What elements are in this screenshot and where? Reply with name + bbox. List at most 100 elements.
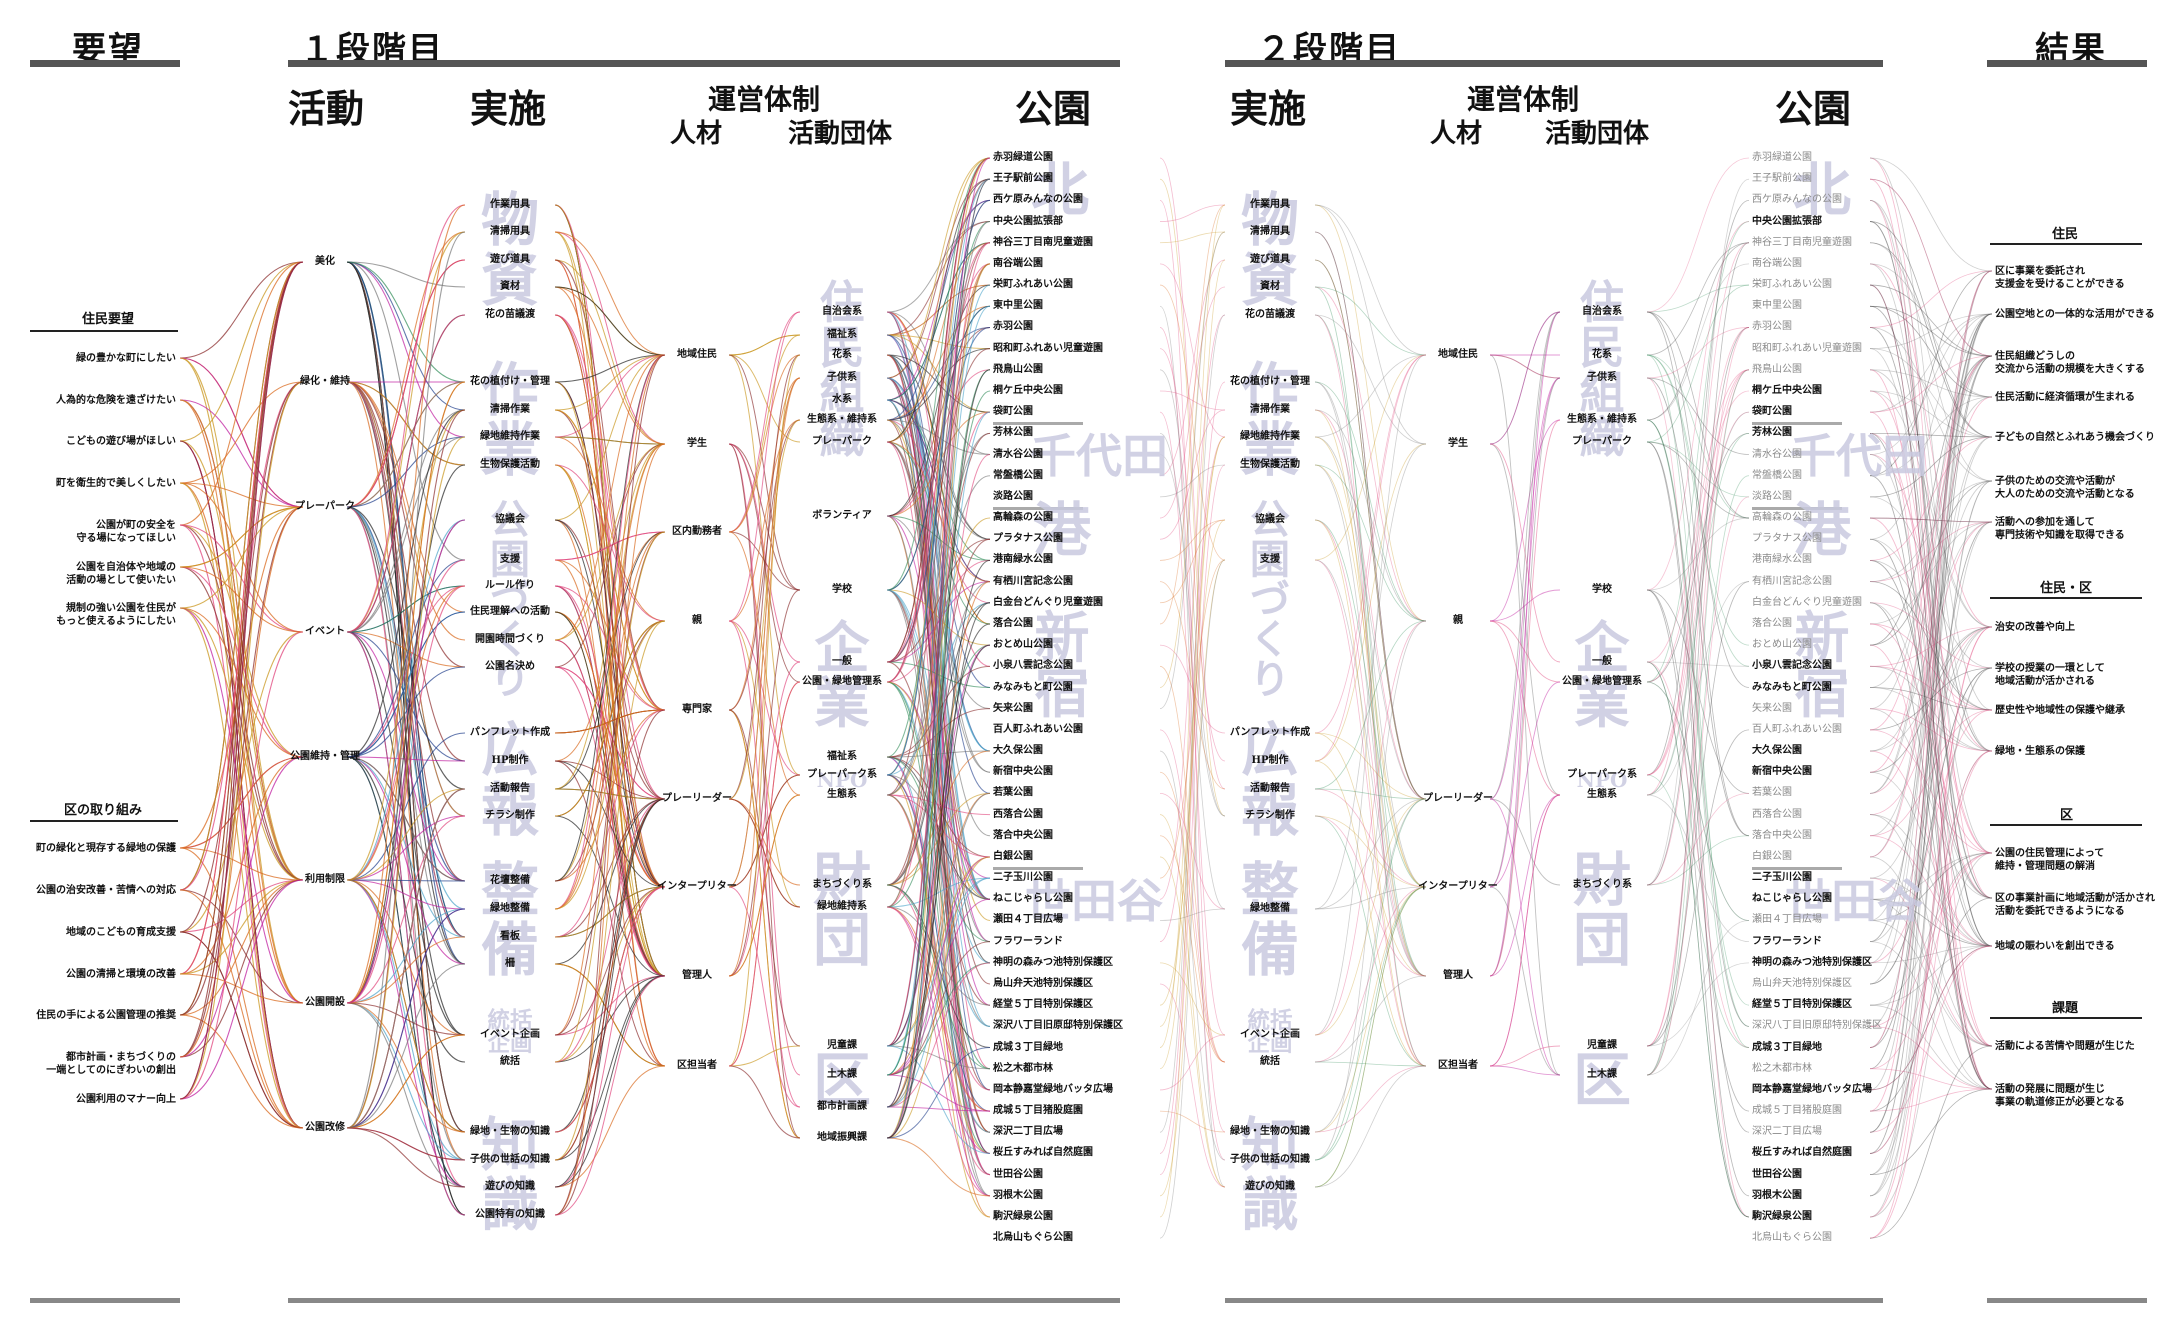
connection-curve bbox=[1159, 750, 1226, 1161]
connection-curve bbox=[346, 409, 466, 633]
implement1-node: 生物保護活動 bbox=[480, 459, 540, 470]
connection-curve bbox=[554, 975, 666, 1063]
connection-curve bbox=[1646, 369, 1750, 776]
connection-curve bbox=[554, 798, 666, 965]
park2-node: 西落合公園 bbox=[1752, 808, 1802, 820]
connection-curve bbox=[554, 409, 666, 800]
connection-curve bbox=[1869, 355, 1993, 773]
connection-curve bbox=[886, 559, 991, 1139]
connection-curve bbox=[886, 589, 991, 1027]
connection-curve bbox=[346, 879, 466, 882]
connection-curve bbox=[1869, 305, 1993, 752]
connection-curve bbox=[1159, 1110, 1226, 1133]
connection-curve bbox=[554, 519, 666, 888]
connection-curve bbox=[1489, 620, 1561, 683]
connection-curve bbox=[1869, 623, 1993, 711]
park1-node: 成城５丁目猪股庭園 bbox=[993, 1105, 1083, 1117]
connection-curve bbox=[1314, 231, 1427, 800]
connection-curve bbox=[1869, 665, 1993, 711]
connection-curve bbox=[179, 756, 304, 1058]
implement2-watermark: 統括企画 bbox=[1247, 1008, 1293, 1057]
connection-curve bbox=[728, 354, 801, 443]
park2-node: おとめ山公園 bbox=[1752, 639, 1812, 651]
connection-curve bbox=[1869, 390, 1993, 438]
demand-resident-rule bbox=[30, 330, 178, 332]
park2-node: 百人町ふれあい公園 bbox=[1752, 723, 1842, 735]
connection-curve bbox=[886, 794, 991, 858]
park2-node: 落合公園 bbox=[1752, 617, 1792, 629]
implement2-watermark: 知識 bbox=[1240, 1111, 1299, 1239]
connection-curve bbox=[554, 975, 666, 1036]
park1-node: 西落合公園 bbox=[993, 808, 1043, 820]
result-issue-item: 活動の発展に問題が生じ 事業の軌道修正が必要となる bbox=[1995, 1084, 2125, 1108]
demand-resident-item: 公園を自治体や地域の 活動の場として使いたい bbox=[66, 562, 176, 586]
connection-curve bbox=[1869, 877, 1993, 947]
people1-node: 親 bbox=[692, 615, 702, 626]
connection-curve bbox=[179, 879, 304, 1016]
connection-curve bbox=[1159, 231, 1226, 688]
connection-curve bbox=[1869, 313, 1993, 413]
connection-curve bbox=[1159, 231, 1226, 710]
connection-curve bbox=[1869, 521, 1993, 1048]
result-ward-rule bbox=[1990, 824, 2142, 826]
connection-curve bbox=[1646, 962, 1750, 1047]
connection-curve bbox=[1314, 409, 1427, 977]
connection-curve bbox=[1646, 589, 1750, 794]
implement1-node: 資材 bbox=[500, 281, 520, 292]
people2-node: 学生 bbox=[1448, 438, 1468, 449]
connection-curve bbox=[1314, 886, 1427, 1188]
connection-curve bbox=[1314, 519, 1427, 977]
connection-curve bbox=[1314, 286, 1427, 1067]
connection-curve bbox=[179, 381, 304, 484]
groups1-node: 公園・緑地管理系 bbox=[802, 676, 882, 687]
connection-curve bbox=[1869, 313, 1993, 794]
connection-curve bbox=[1646, 390, 1750, 683]
connection-curve bbox=[1314, 464, 1427, 888]
implement2-node: HP制作 bbox=[1251, 755, 1289, 766]
connection-curve bbox=[1314, 286, 1427, 622]
connection-curve bbox=[886, 906, 991, 1006]
connection-curve bbox=[1314, 519, 1427, 888]
park1-node: フラワーランド bbox=[993, 935, 1063, 947]
connection-curve bbox=[1869, 602, 1993, 669]
activity-node: 公園改修 bbox=[305, 1122, 345, 1133]
header-stage2-bar bbox=[1225, 60, 1883, 67]
people2-node: 地域住民 bbox=[1438, 349, 1478, 360]
connection-curve bbox=[1869, 667, 1993, 985]
connection-curve bbox=[1646, 411, 1750, 796]
park2-node: 羽根木公園 bbox=[1752, 1189, 1802, 1201]
connection-curve bbox=[1314, 732, 1427, 977]
connection-curve bbox=[1314, 381, 1427, 622]
connection-curve bbox=[1869, 665, 1993, 752]
connection-curve bbox=[1646, 835, 1750, 886]
connection-curve bbox=[554, 620, 666, 1161]
connection-curve bbox=[1869, 199, 1993, 752]
implement1-node: 花の植付け・管理 bbox=[470, 376, 550, 387]
park2-node: 東中里公園 bbox=[1752, 300, 1802, 312]
park1-node: 有栖川宮記念公園 bbox=[993, 575, 1073, 587]
connection-curve bbox=[1869, 517, 1993, 899]
connection-curve bbox=[554, 231, 666, 356]
connection-curve bbox=[1646, 441, 1750, 1133]
groups1-node: 学校 bbox=[832, 584, 852, 595]
park2-node: 駒沢緑泉公園 bbox=[1752, 1211, 1812, 1222]
park-group-separator bbox=[1752, 506, 1842, 510]
parks1-watermark: 北 bbox=[1030, 156, 1089, 224]
connection-curve bbox=[1159, 454, 1226, 817]
connection-curve bbox=[1314, 231, 1427, 800]
result-resident-item: 子供のための交流や活動が 大人のための交流や活動となる bbox=[1995, 476, 2135, 500]
connection-curve bbox=[728, 620, 801, 908]
connection-curve bbox=[1646, 419, 1750, 1048]
park1-node: 落合公園 bbox=[993, 617, 1033, 629]
implement1-node: 開園時間づくり bbox=[475, 634, 545, 645]
connection-curve bbox=[886, 369, 991, 517]
connection-curve bbox=[346, 936, 466, 1004]
connection-curve bbox=[728, 419, 801, 622]
connection-curve bbox=[1159, 314, 1226, 1133]
connection-curve bbox=[1869, 750, 1993, 1239]
park2-node: 大久保公園 bbox=[1752, 745, 1802, 757]
connection-curve bbox=[1646, 242, 1750, 1076]
connection-curve bbox=[1489, 589, 1561, 622]
park1-node: 落合中央公園 bbox=[993, 829, 1053, 841]
connection-curve bbox=[179, 261, 304, 1016]
